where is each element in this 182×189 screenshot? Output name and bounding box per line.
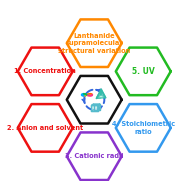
Text: Lanthanide
supramolecular
structural variation: Lanthanide supramolecular structural var…: [58, 33, 130, 54]
Polygon shape: [18, 48, 73, 95]
Polygon shape: [92, 105, 98, 111]
Polygon shape: [116, 48, 171, 95]
Text: 1. Concentration: 1. Concentration: [14, 68, 76, 74]
Text: 4. Stoichiometric
ratio: 4. Stoichiometric ratio: [112, 121, 175, 135]
Polygon shape: [18, 104, 73, 152]
Polygon shape: [67, 132, 122, 180]
Polygon shape: [116, 104, 171, 152]
Polygon shape: [67, 19, 122, 67]
Polygon shape: [92, 104, 100, 105]
Polygon shape: [98, 104, 100, 111]
Polygon shape: [96, 90, 106, 98]
Polygon shape: [67, 76, 122, 123]
Text: 5. UV: 5. UV: [132, 67, 155, 76]
Polygon shape: [101, 90, 106, 98]
Text: 2. Anion and solvent: 2. Anion and solvent: [7, 125, 83, 131]
Text: 3. Cationic radii: 3. Cationic radii: [65, 153, 124, 159]
Polygon shape: [96, 90, 101, 98]
